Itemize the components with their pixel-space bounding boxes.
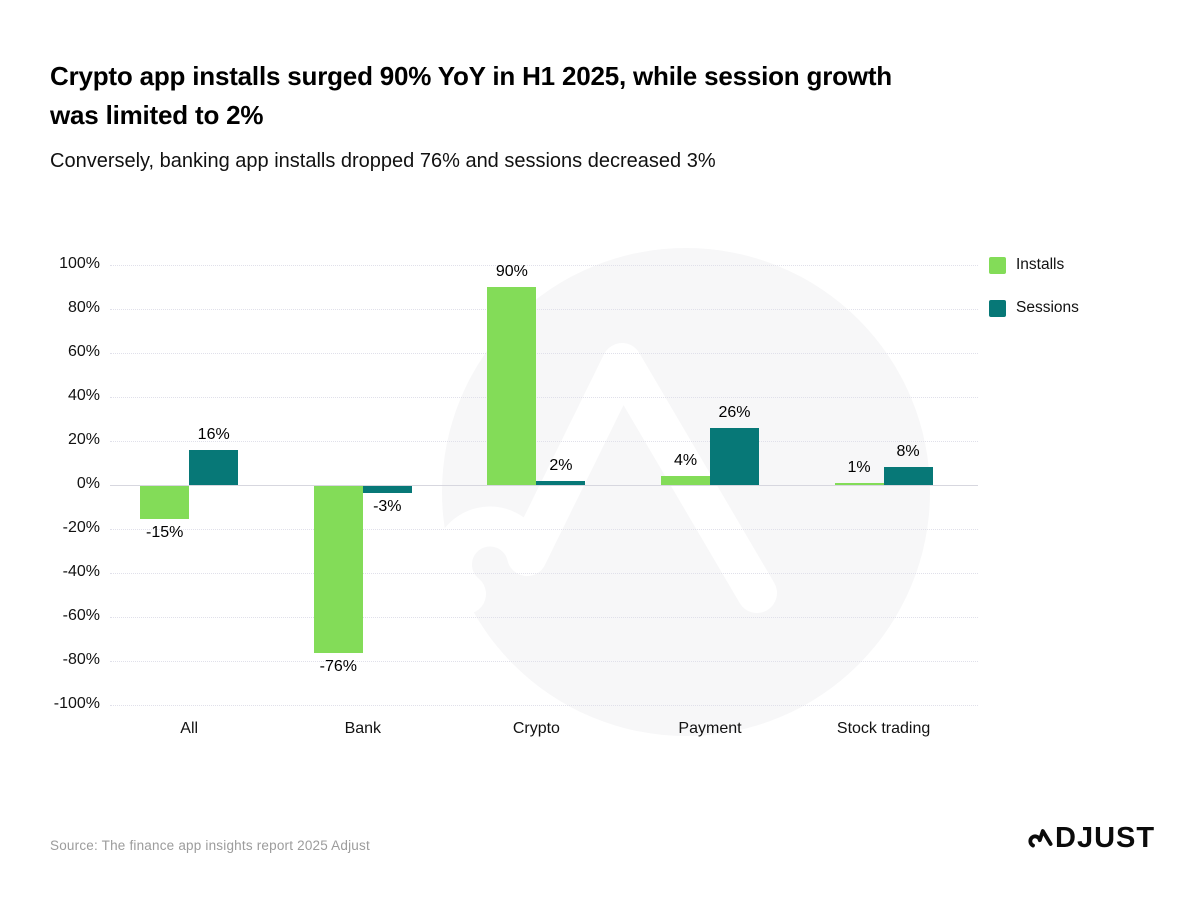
- value-label-sessions-all: 16%: [197, 425, 230, 443]
- y-tick-label: 0%: [76, 475, 100, 492]
- bar-sessions-crypto: [536, 480, 586, 485]
- adjust-logo-text: DJUST: [1055, 822, 1156, 854]
- value-label-installs-crypto: 90%: [495, 263, 528, 280]
- value-label-sessions-stock-trading: 8%: [896, 443, 920, 461]
- x-tick-label-payment: Payment: [678, 720, 742, 737]
- gridline: [110, 705, 978, 706]
- value-label-sessions-payment: 26%: [718, 403, 751, 421]
- gridline: [110, 353, 978, 354]
- x-tick-label-bank: Bank: [344, 720, 382, 737]
- y-tick-label: 100%: [59, 255, 100, 272]
- legend-swatch-installs: [989, 256, 1006, 274]
- gridline: [110, 309, 978, 310]
- y-tick-label: -100%: [53, 695, 100, 712]
- legend-item-sessions: Sessions: [989, 299, 1079, 317]
- gridline: [110, 441, 978, 442]
- legend-swatch-sessions: [989, 299, 1006, 317]
- gridline: [110, 617, 978, 618]
- bar-installs-crypto: [487, 287, 537, 485]
- y-tick-label: 20%: [67, 431, 100, 448]
- bar-sessions-payment: [710, 427, 759, 485]
- bar-installs-stock-trading: [834, 482, 884, 485]
- gridline: [110, 573, 978, 574]
- y-tick-label: -80%: [62, 651, 100, 668]
- adjust-logo-a-icon: [1028, 829, 1053, 848]
- bar-sessions-stock-trading: [883, 467, 933, 485]
- y-tick-label: -20%: [62, 519, 100, 536]
- x-tick-label-stock-trading: Stock trading: [836, 720, 931, 737]
- legend-item-installs: Installs: [989, 256, 1064, 274]
- page-subtitle: Conversely, banking app installs dropped…: [50, 150, 716, 172]
- gridline: [110, 265, 978, 266]
- page-title-line-1: Crypto app installs surged 90% YoY in H1…: [50, 61, 892, 91]
- value-label-sessions-bank: -3%: [373, 497, 402, 515]
- source-note: Source: The finance app insights report …: [50, 838, 370, 853]
- y-tick-label: -40%: [62, 563, 100, 580]
- y-tick-label: 40%: [67, 387, 100, 404]
- bar-sessions-all: [189, 449, 239, 485]
- gridline: [110, 397, 978, 398]
- value-label-installs-payment: 4%: [673, 452, 698, 470]
- value-label-installs-stock-trading: 1%: [847, 458, 871, 476]
- legend-label-installs: Installs: [1016, 256, 1065, 273]
- y-tick-label: 60%: [67, 343, 100, 360]
- adjust-logo: DJUST: [1027, 822, 1155, 854]
- legend-label-sessions: Sessions: [1016, 299, 1079, 316]
- zero-baseline: [110, 485, 978, 486]
- x-tick-label-crypto: Crypto: [512, 720, 560, 737]
- page-title-line-2: was limited to 2%: [50, 100, 264, 130]
- bar-sessions-bank: [362, 486, 412, 493]
- gridline: [110, 661, 978, 662]
- value-label-installs-bank: -76%: [319, 658, 357, 676]
- value-label-sessions-crypto: 2%: [549, 456, 573, 474]
- bar-installs-payment: [661, 476, 710, 485]
- value-label-installs-all: -15%: [146, 524, 184, 541]
- bar-installs-all: [140, 486, 190, 519]
- gridline: [110, 529, 978, 530]
- bar-installs-bank: [313, 486, 363, 654]
- y-tick-label: 80%: [67, 299, 100, 316]
- y-tick-label: -60%: [62, 607, 100, 624]
- x-tick-label-all: All: [180, 720, 199, 737]
